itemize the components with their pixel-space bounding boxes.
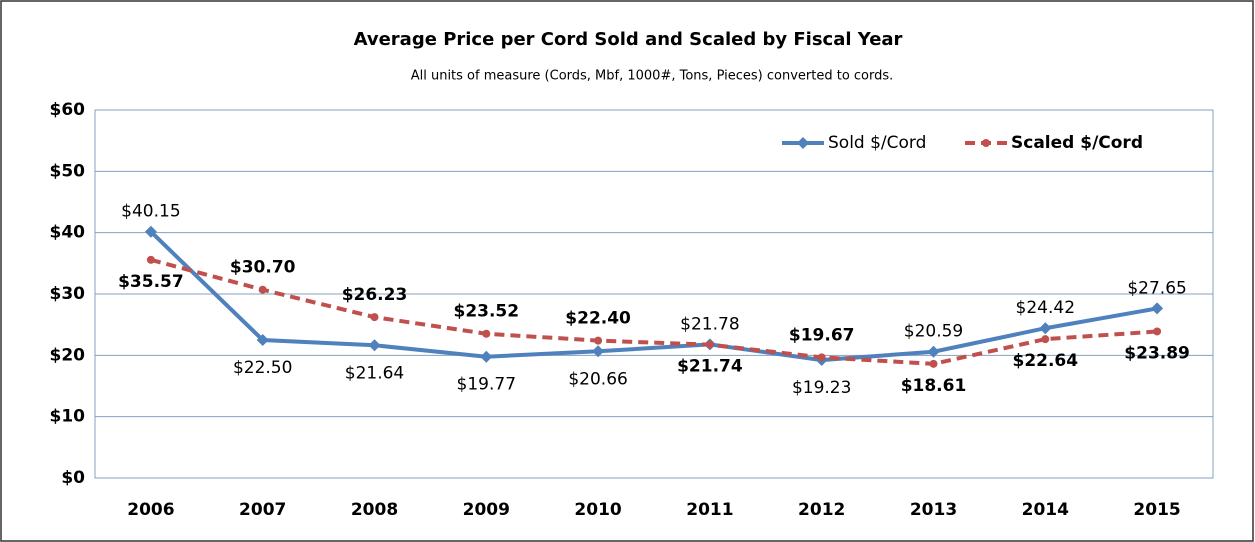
x-tick-label: 2008 <box>351 500 398 520</box>
marker <box>482 329 491 338</box>
y-tick-label: $20 <box>50 345 86 365</box>
marker <box>370 313 379 322</box>
y-tick-label: $10 <box>50 407 86 427</box>
marker <box>258 285 267 294</box>
y-tick-label: $0 <box>61 468 85 488</box>
y-tick-label: $30 <box>50 284 86 304</box>
legend-label: Scaled $/Cord <box>1011 133 1143 153</box>
x-tick-label: 2014 <box>1022 500 1069 520</box>
data-label: $22.64 <box>1012 351 1078 371</box>
x-tick-label: 2015 <box>1133 500 1180 520</box>
x-tick-label: 2010 <box>574 500 621 520</box>
data-label: $23.89 <box>1124 343 1190 363</box>
y-tick-label: $40 <box>50 223 86 243</box>
x-tick-label: 2009 <box>463 500 510 520</box>
data-label: $20.66 <box>568 369 627 389</box>
legend-marker <box>982 139 990 147</box>
legend-marker <box>797 137 809 149</box>
data-label: $21.78 <box>680 314 739 334</box>
chart-subtitle: All units of measure (Cords, Mbf, 1000#,… <box>411 69 894 84</box>
data-label: $20.59 <box>904 322 963 342</box>
marker <box>927 345 940 358</box>
data-label: $19.77 <box>457 375 516 395</box>
data-label: $18.61 <box>901 376 967 396</box>
data-label: $30.70 <box>230 258 296 278</box>
data-label: $22.40 <box>565 309 631 329</box>
data-label: $19.23 <box>792 378 851 398</box>
marker <box>592 345 605 358</box>
data-label: $35.57 <box>118 272 184 292</box>
legend-label: Sold $/Cord <box>828 133 926 153</box>
marker <box>144 225 157 238</box>
data-label: $22.50 <box>233 358 292 378</box>
series-line <box>150 257 1158 366</box>
marker <box>480 350 493 363</box>
y-tick-label: $50 <box>50 161 86 181</box>
marker <box>368 339 381 352</box>
chart-title: Average Price per Cord Sold and Scaled b… <box>354 29 903 50</box>
data-label: $21.74 <box>677 357 743 377</box>
marker <box>817 353 826 362</box>
data-label: $21.64 <box>345 363 404 383</box>
data-label: $19.67 <box>789 325 855 345</box>
data-label: $40.15 <box>121 202 180 222</box>
data-label: $23.52 <box>453 302 519 322</box>
marker <box>594 336 603 345</box>
marker <box>705 340 714 349</box>
x-tick-label: 2006 <box>127 500 174 520</box>
x-tick-label: 2007 <box>239 500 286 520</box>
x-tick-label: 2012 <box>798 500 845 520</box>
data-label: $27.65 <box>1127 278 1186 298</box>
marker <box>1153 327 1162 336</box>
marker <box>929 359 938 368</box>
x-tick-label: 2011 <box>686 500 733 520</box>
data-label: $26.23 <box>342 285 408 305</box>
marker <box>256 334 269 346</box>
marker <box>1151 302 1164 315</box>
series-line <box>149 230 1158 363</box>
y-tick-label: $60 <box>50 100 86 120</box>
marker <box>1041 335 1050 344</box>
data-label: $24.42 <box>1016 298 1075 318</box>
marker <box>146 255 155 264</box>
marker <box>1039 322 1052 335</box>
x-tick-label: 2013 <box>910 500 957 520</box>
